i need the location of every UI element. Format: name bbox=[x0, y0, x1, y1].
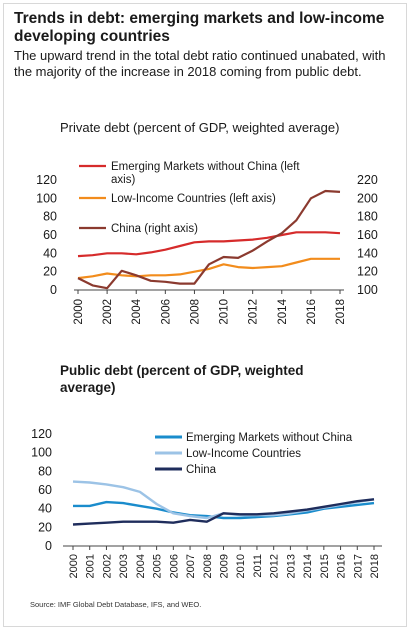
private-x-tick-label: 2016 bbox=[306, 299, 318, 325]
private-x-tick-label: 2000 bbox=[73, 299, 85, 325]
private-x-tick-label: 2010 bbox=[219, 299, 231, 325]
public-x-tick-label: 2018 bbox=[369, 554, 381, 578]
public-x-tick-label: 2015 bbox=[319, 554, 331, 578]
public-left-tick-label: 60 bbox=[38, 483, 52, 497]
private-legend-label-0: Emerging Markets without China (left axis… bbox=[111, 161, 300, 186]
private-x-tick-label: 2004 bbox=[131, 298, 143, 324]
private-left-tick-label: 0 bbox=[50, 283, 57, 297]
public-left-tick-label: 40 bbox=[38, 502, 52, 516]
private-legend-label-line: axis) bbox=[111, 174, 135, 186]
public-left-tick-label: 20 bbox=[38, 520, 52, 534]
private-left-tick-label: 120 bbox=[36, 173, 57, 187]
public-legend-label-2: China bbox=[186, 464, 217, 476]
public-left-tick-label: 100 bbox=[31, 446, 52, 460]
public-x-tick-label: 2012 bbox=[269, 554, 281, 578]
source-note: Source: IMF Global Debt Database, IFS, a… bbox=[30, 600, 202, 609]
private-x-tick-label: 2014 bbox=[277, 298, 289, 324]
public-legend-label-0: Emerging Markets without China bbox=[186, 432, 353, 444]
public-left-tick-label: 80 bbox=[38, 464, 52, 478]
private-chart-title: Private debt (percent of GDP, weighted a… bbox=[60, 120, 340, 135]
private-series-line-2 bbox=[77, 189, 341, 290]
private-x-tick-label: 2008 bbox=[189, 299, 201, 325]
public-left-tick-label: 120 bbox=[31, 427, 52, 441]
public-x-tick-label: 2002 bbox=[101, 554, 113, 578]
public-x-tick-label: 2000 bbox=[68, 554, 80, 578]
public-x-tick-label: 2008 bbox=[202, 554, 214, 578]
private-series-line-1 bbox=[77, 257, 340, 280]
public-series-line-2 bbox=[72, 498, 375, 526]
public-x-tick-label: 2017 bbox=[352, 554, 364, 578]
private-left-tick-label: 100 bbox=[36, 191, 57, 205]
public-x-tick-label: 2006 bbox=[168, 554, 180, 578]
public-x-tick-label: 2010 bbox=[235, 554, 247, 578]
public-x-tick-label: 2013 bbox=[285, 554, 297, 578]
private-right-tick-label: 100 bbox=[357, 283, 378, 297]
public-left-tick-label: 0 bbox=[45, 539, 52, 553]
public-x-tick-label: 2009 bbox=[219, 554, 231, 578]
figure-title: Trends in debt: emerging markets and low… bbox=[14, 10, 385, 45]
figure-frame bbox=[3, 3, 407, 627]
public-x-tick-label: 2016 bbox=[336, 554, 348, 578]
public-x-tick-label: 2003 bbox=[118, 554, 130, 578]
private-right-tick-label: 160 bbox=[357, 228, 378, 242]
public-x-tick-label: 2005 bbox=[152, 554, 164, 578]
public-x-tick-label: 2011 bbox=[252, 554, 264, 578]
public-x-tick-label: 2007 bbox=[185, 554, 197, 578]
private-left-tick-label: 60 bbox=[43, 228, 57, 242]
figure-subtitle: The upward trend in the total debt ratio… bbox=[14, 48, 386, 79]
private-left-tick-label: 80 bbox=[43, 210, 57, 224]
private-left-tick-label: 40 bbox=[43, 246, 57, 260]
public-x-tick-label: 2004 bbox=[135, 554, 147, 578]
private-x-tick-label: 2012 bbox=[248, 299, 260, 325]
private-left-tick-label: 20 bbox=[43, 265, 57, 279]
public-series-line-0 bbox=[73, 500, 375, 520]
private-right-tick-label: 140 bbox=[357, 246, 378, 260]
private-right-tick-label: 120 bbox=[357, 265, 378, 279]
private-right-tick-label: 220 bbox=[357, 173, 378, 187]
public-legend-label-1: Low-Income Countries bbox=[186, 448, 301, 460]
public-chart-title: Public debt (percent of GDP, weighted av… bbox=[60, 363, 304, 395]
private-x-tick-label: 2018 bbox=[335, 299, 347, 325]
private-right-tick-label: 180 bbox=[357, 210, 378, 224]
private-x-tick-label: 2002 bbox=[102, 299, 114, 325]
private-right-tick-label: 200 bbox=[357, 191, 378, 205]
private-x-tick-label: 2006 bbox=[160, 299, 172, 325]
public-x-tick-label: 2001 bbox=[85, 554, 97, 578]
private-legend-label-2: China (right axis) bbox=[111, 223, 198, 235]
private-legend-label-1: Low-Income Countries (left axis) bbox=[111, 193, 276, 205]
private-series-line-0 bbox=[77, 231, 341, 258]
private-legend-label-line: Emerging Markets without China (left bbox=[111, 161, 300, 173]
public-x-tick-label: 2014 bbox=[302, 554, 314, 578]
